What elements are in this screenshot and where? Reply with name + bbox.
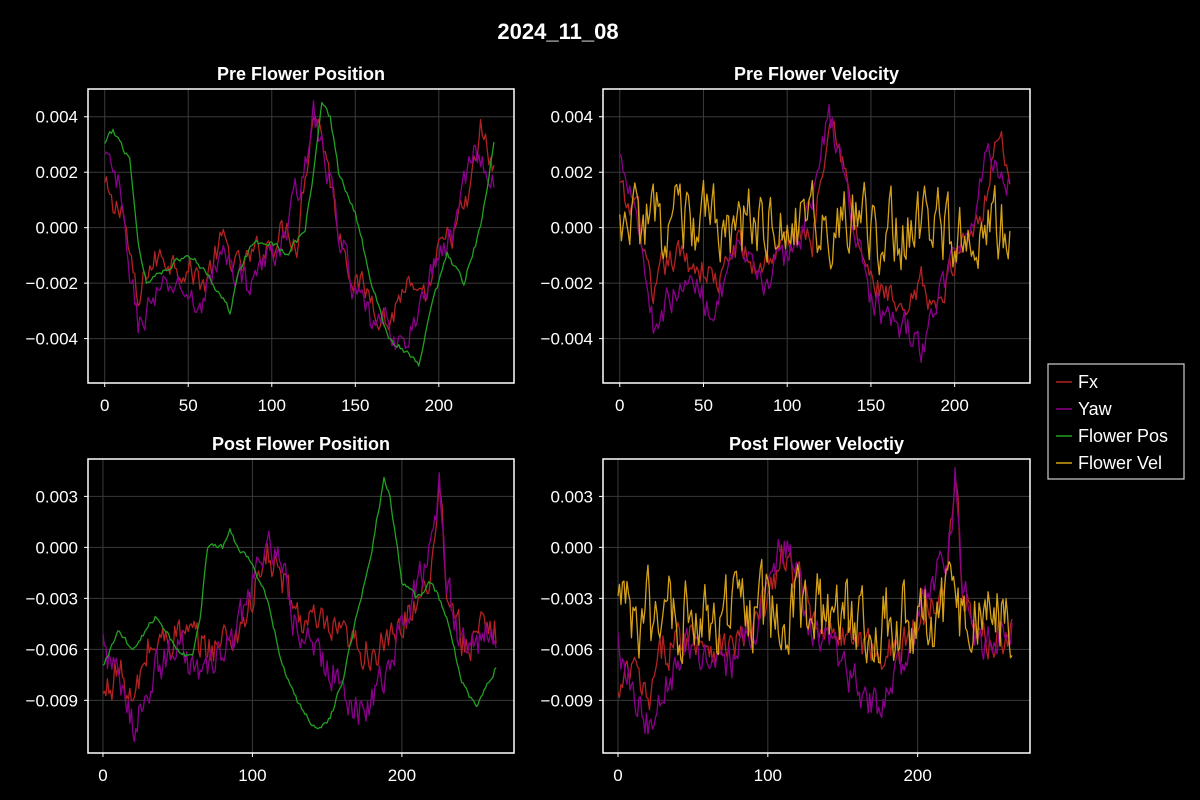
panel-post-flower-position: 0 100 200 −0.009 −0.006 −0.003 0.000 0.003 Post … — [26, 434, 515, 785]
x-tick-label: 200 — [425, 396, 453, 415]
y-tick-label: −0.004 — [541, 330, 593, 349]
x-tick-label: 100 — [773, 396, 801, 415]
y-tick-label: 0.003 — [550, 487, 593, 506]
series-lines — [102, 472, 497, 743]
series-line-flower-vel — [617, 558, 1013, 664]
axes-frame — [87, 88, 515, 384]
x-tick-label: 200 — [940, 396, 968, 415]
x-tick-label: 200 — [388, 766, 416, 785]
x-tick-label: 100 — [754, 766, 782, 785]
legend-label-yaw: Yaw — [1078, 399, 1113, 419]
x-tick-label: 50 — [179, 396, 198, 415]
axes-frame — [87, 458, 515, 754]
x-tick-label: 50 — [694, 396, 713, 415]
series-line-yaw — [102, 472, 497, 743]
x-tick-label: 200 — [903, 766, 931, 785]
y-tick-label: 0.002 — [35, 163, 78, 182]
legend-label-fx: Fx — [1078, 372, 1098, 392]
legend-label-flower-vel: Flower Vel — [1078, 453, 1162, 473]
x-tick-label: 0 — [613, 766, 622, 785]
series-lines — [617, 466, 1013, 735]
legend-box — [1047, 363, 1185, 480]
y-tick-label: 0.004 — [35, 108, 78, 127]
series-line-flower-vel — [619, 179, 1011, 276]
y-tick-label: −0.002 — [26, 274, 78, 293]
y-tick-label: 0.000 — [35, 538, 78, 557]
y-tick-label: 0.000 — [550, 219, 593, 238]
y-tick-label: 0.004 — [550, 108, 593, 127]
series-lines — [619, 103, 1011, 364]
panel-title: Post Flower Veloctiy — [729, 434, 904, 454]
x-tick-label: 0 — [100, 396, 109, 415]
y-tick-label: 0.002 — [550, 163, 593, 182]
y-tick-label: −0.006 — [541, 640, 593, 659]
legend-label-flower-pos: Flower Pos — [1078, 426, 1168, 446]
x-tick-label: 100 — [258, 396, 286, 415]
x-tick-label: 0 — [615, 396, 624, 415]
series-line-flower-pos — [104, 101, 495, 367]
y-tick-label: 0.000 — [35, 219, 78, 238]
y-tick-label: −0.003 — [541, 589, 593, 608]
panel-pre-flower-velocity: 0 50 100 150 200 −0.004 −0.002 0.000 0.002 0.004 P… — [541, 64, 1031, 415]
series-line-yaw — [104, 100, 495, 351]
y-tick-label: −0.009 — [541, 691, 593, 710]
panel-title: Pre Flower Velocity — [734, 64, 899, 84]
panel-title: Pre Flower Position — [217, 64, 385, 84]
panel-post-flower-veloctiy: 0 100 200 −0.009 −0.006 −0.003 0.000 0.003 Post … — [541, 434, 1031, 785]
figure-title: 2024_11_08 — [497, 19, 618, 44]
y-tick-label: 0.000 — [550, 538, 593, 557]
x-tick-label: 0 — [98, 766, 107, 785]
axes-frame — [602, 88, 1031, 384]
plot-area — [88, 89, 514, 383]
y-tick-label: 0.003 — [35, 487, 78, 506]
y-tick-label: −0.004 — [26, 330, 78, 349]
legend: Fx Yaw Flower Pos Flower Vel — [1047, 363, 1185, 480]
y-tick-label: −0.006 — [26, 640, 78, 659]
axes-frame — [602, 458, 1031, 754]
y-tick-label: −0.002 — [541, 274, 593, 293]
series-line-flower-pos — [102, 476, 497, 730]
x-tick-label: 150 — [857, 396, 885, 415]
series-lines — [104, 100, 495, 367]
panel-title: Post Flower Position — [212, 434, 390, 454]
y-tick-label: −0.009 — [26, 691, 78, 710]
panels: 0 50 100 150 200 −0.004 −0.002 0.000 0.002 0.004 P… — [26, 64, 1031, 785]
x-tick-label: 100 — [238, 766, 266, 785]
plot-area — [88, 459, 514, 753]
series-line-yaw — [619, 103, 1011, 364]
x-tick-label: 150 — [341, 396, 369, 415]
panel-pre-flower-position: 0 50 100 150 200 −0.004 −0.002 0.000 0.002 0.004 P… — [26, 64, 515, 415]
y-tick-label: −0.003 — [26, 589, 78, 608]
